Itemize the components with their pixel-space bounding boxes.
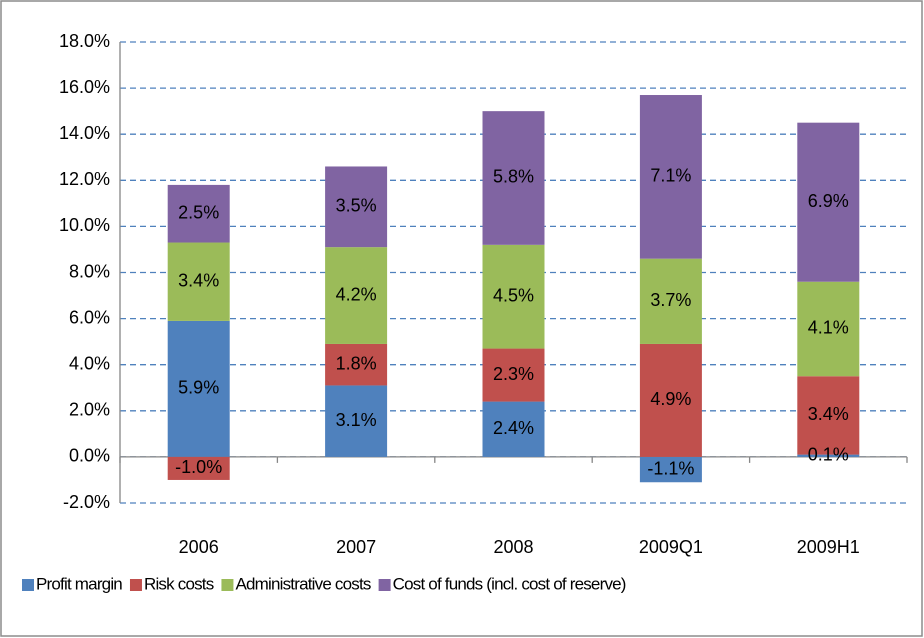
data-label: 3.4% — [808, 404, 849, 424]
data-label: -1.0% — [175, 457, 222, 477]
data-label: 1.8% — [336, 353, 377, 373]
y-tick-label: 10.0% — [59, 215, 110, 235]
bar-segment — [325, 166, 388, 248]
bar-segment — [639, 456, 702, 483]
data-label: 3.4% — [178, 270, 219, 290]
bar-segment — [639, 258, 702, 344]
data-label: 5.9% — [178, 378, 219, 398]
data-label: 4.9% — [650, 389, 691, 409]
y-tick-label: 6.0% — [69, 307, 110, 327]
x-tick-label: 2007 — [336, 537, 376, 557]
data-label: 2.4% — [493, 418, 534, 438]
legend-label: Risk costs — [144, 574, 214, 593]
bar-segment — [482, 348, 545, 402]
legend-label: Administrative costs — [235, 574, 370, 593]
bar-segment — [639, 343, 702, 457]
bar-segment — [167, 242, 230, 321]
bar-segment — [325, 343, 388, 386]
bar-segment — [797, 376, 860, 455]
y-tick-label: 14.0% — [59, 123, 110, 143]
data-label: 4.2% — [336, 284, 377, 304]
x-tick-label: 2009H1 — [797, 537, 860, 557]
legend-label: Cost of funds (incl. cost of reserve) — [393, 574, 626, 593]
data-label: 7.1% — [650, 166, 691, 186]
bar-segment — [167, 320, 230, 457]
data-label: 6.9% — [808, 191, 849, 211]
data-label: -1.1% — [647, 458, 694, 478]
x-tick-label: 2008 — [493, 537, 533, 557]
bar-segment — [482, 401, 545, 457]
y-tick-label: 0.0% — [69, 446, 110, 466]
legend-label: Profit margin — [36, 574, 122, 593]
data-label: 2.3% — [493, 364, 534, 384]
x-tick-label: 2009Q1 — [639, 537, 703, 557]
legend-swatch — [221, 579, 234, 591]
y-tick-label: 8.0% — [69, 261, 110, 281]
legend-swatch — [129, 579, 142, 591]
legend-swatch — [22, 579, 34, 591]
bar-segment — [325, 247, 388, 344]
data-label: 3.7% — [650, 290, 691, 310]
bar-segment — [167, 184, 230, 243]
x-tick-label: 2006 — [179, 537, 219, 557]
data-label: 4.5% — [493, 285, 534, 305]
bar-segment — [482, 244, 545, 349]
bar-segment — [797, 454, 860, 457]
data-label: 3.1% — [336, 410, 377, 430]
data-label: 4.1% — [808, 318, 849, 338]
bar-segment — [797, 281, 860, 377]
y-tick-label: 18.0% — [59, 31, 110, 51]
bar-segment — [797, 122, 860, 282]
data-label: 2.5% — [178, 202, 219, 222]
bar-segment — [167, 456, 230, 480]
data-label: 3.5% — [336, 196, 377, 216]
data-label: 5.8% — [493, 167, 534, 187]
bar-segment — [325, 385, 388, 457]
y-tick-label: 4.0% — [69, 353, 110, 373]
y-tick-label: 2.0% — [69, 400, 110, 420]
y-tick-label: 16.0% — [59, 77, 110, 97]
y-tick-label: -2.0% — [63, 492, 110, 512]
legend-swatch — [378, 579, 391, 591]
y-tick-label: 12.0% — [59, 169, 110, 189]
bar-segment — [639, 95, 702, 259]
bar-segment — [482, 111, 545, 245]
data-label: 0.1% — [808, 444, 849, 464]
